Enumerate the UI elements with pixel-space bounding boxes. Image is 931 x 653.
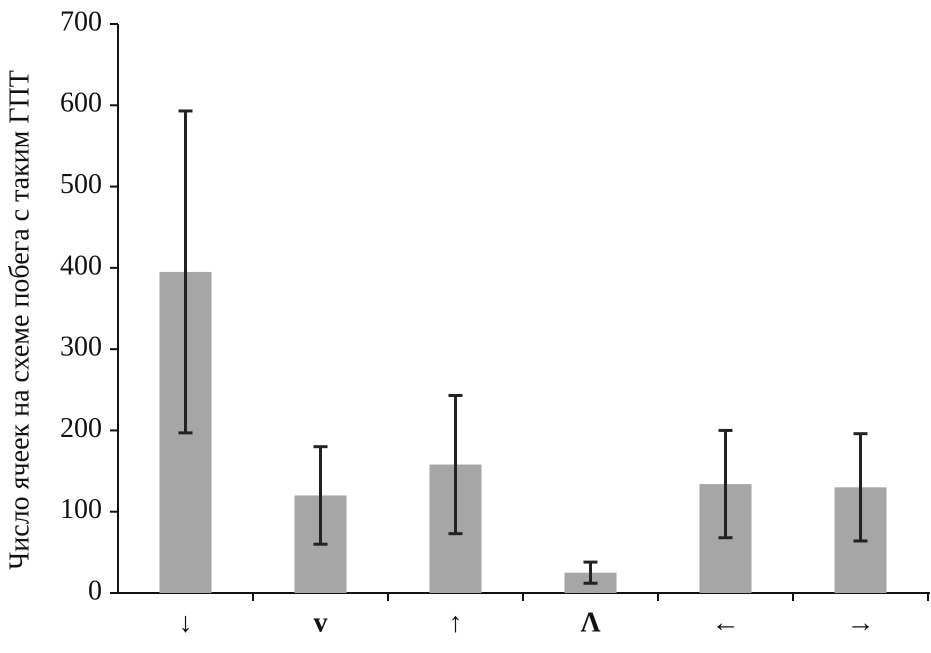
y-tick-label: 300 [60, 332, 102, 363]
y-tick-label: 200 [60, 413, 102, 444]
x-tick-label: ↑ [449, 607, 463, 638]
x-tick-label: ← [712, 607, 740, 638]
y-tick-label: 700 [60, 6, 102, 37]
x-tick-label: ↓ [179, 607, 193, 638]
error-bar [853, 432, 868, 543]
x-tick-label: v [314, 607, 328, 638]
y-tick-label: 100 [60, 494, 102, 525]
error-bar [178, 109, 193, 435]
y-tick-label: 500 [60, 169, 102, 200]
x-tick-label: Λ [580, 607, 600, 638]
x-tick-label: → [847, 607, 875, 638]
error-bar [583, 560, 598, 585]
y-tick-label: 0 [88, 575, 102, 606]
error-bar [313, 445, 328, 546]
error-bar [448, 393, 463, 536]
y-tick-label: 600 [60, 88, 102, 119]
y-axis-label: Число ячеек на схеме побега с таким ГПТ [4, 70, 35, 570]
error-bar [718, 428, 733, 540]
y-tick-label: 400 [60, 250, 102, 281]
